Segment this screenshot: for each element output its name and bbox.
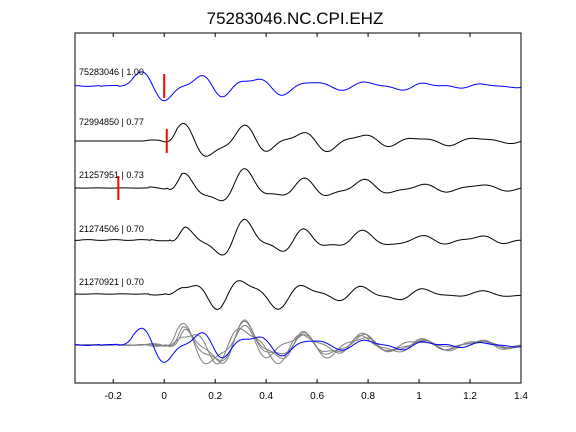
x-tick-label: 1.2: [463, 391, 477, 402]
x-tick-label: 0.2: [208, 391, 222, 402]
trace-line: [75, 71, 521, 102]
trace-labels-group: 75283046 | 1.00 72994850 | 0.77 21257951 |…: [79, 67, 144, 287]
x-tick-label: -0.2: [105, 391, 123, 402]
trace-label: 21270921 | 0.70: [79, 277, 144, 287]
overlay-reference-line: [74, 327, 521, 363]
trace-label: 21274506 | 0.70: [79, 224, 144, 234]
trace-label: 75283046 | 1.00: [79, 67, 144, 77]
plot-frame: [74, 32, 522, 384]
trace-label: 72994850 | 0.77: [79, 117, 144, 127]
trace-line: [75, 168, 521, 202]
overlay-group: [74, 319, 521, 365]
x-tick-label: 0.4: [259, 391, 273, 402]
x-tick-label: 1: [416, 391, 422, 402]
x-axis: -0.2 0 0.2 0.4 0.6 0.8 1 1.2 1.4: [105, 33, 528, 402]
overlay-line: [75, 322, 521, 365]
x-tick-label: 0.6: [310, 391, 324, 402]
trace-label: 21257951 | 0.73: [79, 170, 144, 180]
trace-line: [75, 218, 521, 256]
traces-group: [75, 71, 521, 310]
picks-group: [117, 74, 168, 200]
chart-title: 75283046.NC.CPI.EHZ: [207, 9, 384, 28]
x-tick-label: 1.4: [514, 391, 528, 402]
overlay-line: [75, 320, 521, 362]
trace-line: [75, 123, 521, 157]
x-tick-label: 0: [161, 391, 167, 402]
overlay-line: [75, 319, 521, 364]
trace-line: [75, 280, 521, 310]
overlay-line: [75, 328, 521, 365]
x-tick-label: 0.8: [361, 391, 375, 402]
